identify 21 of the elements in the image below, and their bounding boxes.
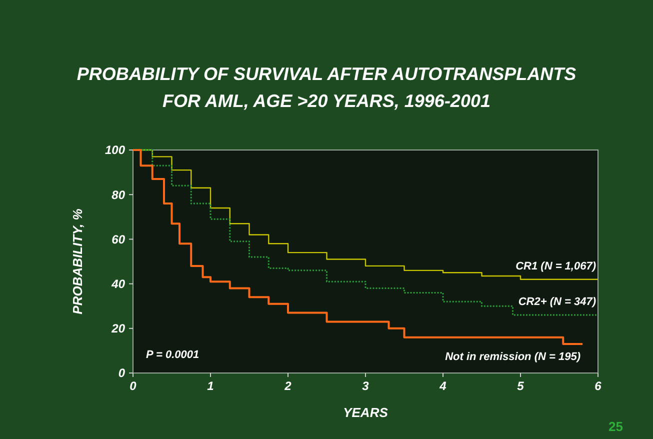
- x-tick-label: 0: [130, 379, 137, 393]
- y-tick-label: 40: [110, 277, 126, 291]
- y-axis-title: PROBABILITY, %: [70, 208, 85, 314]
- x-tick-label: 4: [438, 379, 447, 393]
- x-tick-label: 3: [362, 379, 370, 393]
- y-tick-label: 60: [112, 232, 126, 246]
- y-tick-label: 80: [112, 188, 126, 202]
- series-label: Not in remission (N = 195): [445, 351, 581, 364]
- x-tick-label: 2: [284, 379, 292, 393]
- chart-title: PROBABILITY OF SURVIVAL AFTER AUTOTRANSPLANTS FOR AML, AGE >20 YEARS, 1996-2001: [76, 64, 576, 111]
- y-tick-label: 20: [110, 322, 126, 336]
- series-label: CR2+ (N = 347): [518, 296, 596, 308]
- x-tick-label: 6: [594, 379, 602, 393]
- text: 25: [608, 419, 623, 434]
- x-axis-title: YEARS: [343, 405, 388, 420]
- y-tick-label: 100: [104, 143, 126, 158]
- x-tick-label: 1: [207, 379, 214, 393]
- series-label: CR1 (N = 1,067): [516, 260, 596, 272]
- x-tick-label: 5: [517, 379, 524, 393]
- annotation: P = 0.0001: [146, 349, 200, 361]
- y-tick-label: 0: [118, 366, 126, 380]
